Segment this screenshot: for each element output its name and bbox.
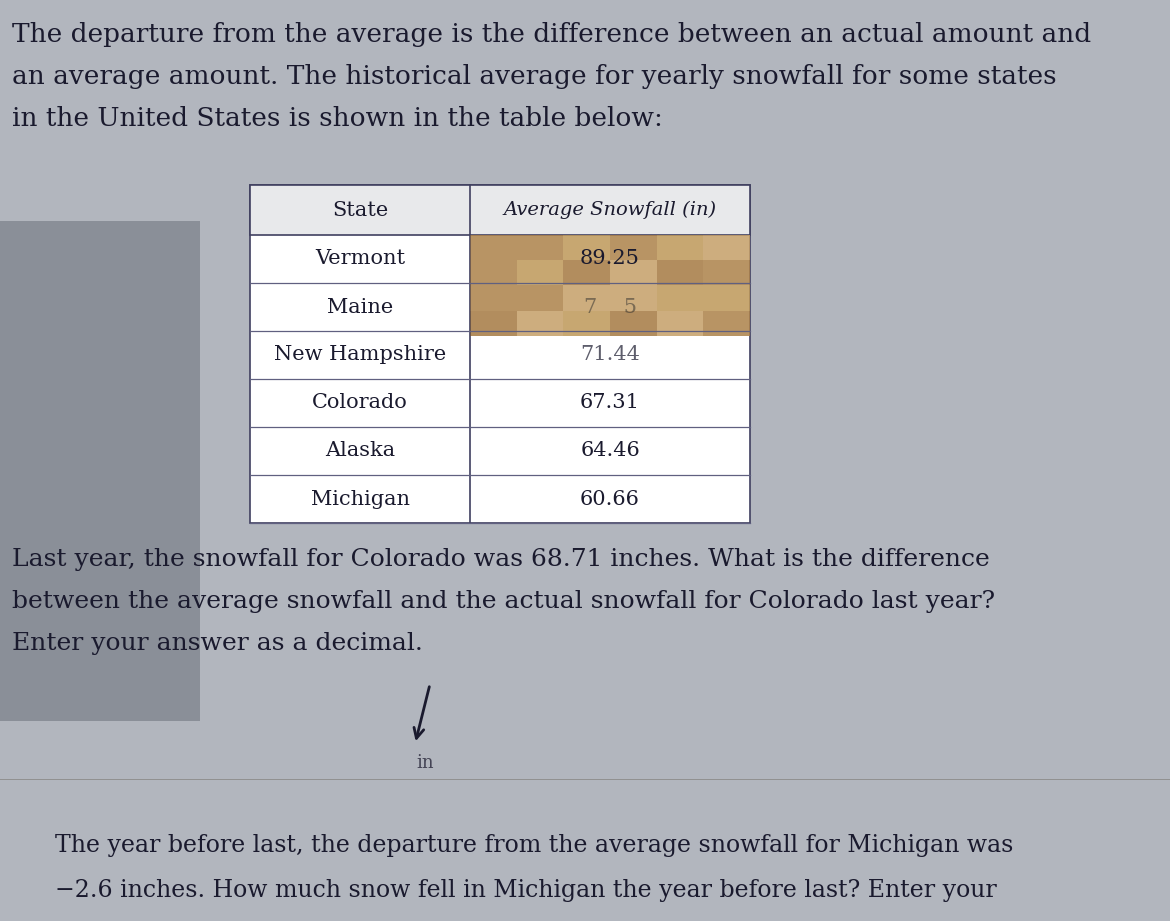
Bar: [703, 261, 750, 286]
Bar: [563, 235, 610, 261]
Text: Alaska: Alaska: [325, 441, 395, 460]
Bar: [656, 261, 703, 286]
Bar: [470, 310, 517, 336]
Text: 67.31: 67.31: [580, 393, 640, 413]
Text: Colorado: Colorado: [312, 393, 408, 413]
Text: Average Snowfall (in): Average Snowfall (in): [503, 201, 716, 219]
Bar: [470, 286, 517, 310]
Text: State: State: [332, 201, 388, 219]
Bar: [517, 310, 563, 336]
Text: −2.6 inches. How much snow fell in Michigan the year before last? Enter your: −2.6 inches. How much snow fell in Michi…: [55, 879, 997, 902]
Bar: [703, 286, 750, 310]
Bar: [517, 286, 563, 310]
Text: Maine: Maine: [326, 297, 393, 317]
Bar: [250, 185, 750, 235]
Bar: [517, 235, 563, 261]
Bar: [250, 185, 750, 523]
Text: Enter your answer as a decimal.: Enter your answer as a decimal.: [12, 632, 422, 655]
Bar: [470, 235, 517, 261]
Bar: [517, 261, 563, 286]
Text: The year before last, the departure from the average snowfall for Michigan was: The year before last, the departure from…: [55, 834, 1013, 857]
Text: an average amount. The historical average for yearly snowfall for some states: an average amount. The historical averag…: [12, 64, 1057, 89]
Text: in the United States is shown in the table below:: in the United States is shown in the tab…: [12, 106, 663, 131]
Text: 60.66: 60.66: [580, 489, 640, 508]
Bar: [563, 261, 610, 286]
Bar: [610, 286, 656, 310]
Bar: [656, 235, 703, 261]
Text: between the average snowfall and the actual snowfall for Colorado last year?: between the average snowfall and the act…: [12, 590, 996, 613]
Text: The departure from the average is the difference between an actual amount and: The departure from the average is the di…: [12, 22, 1092, 47]
Text: Last year, the snowfall for Colorado was 68.71 inches. What is the difference: Last year, the snowfall for Colorado was…: [12, 548, 990, 571]
Text: Michigan: Michigan: [310, 489, 410, 508]
Bar: [470, 235, 750, 336]
Text: 7    5: 7 5: [584, 297, 636, 317]
Bar: [656, 286, 703, 310]
Bar: [610, 235, 656, 261]
Bar: [563, 310, 610, 336]
Text: 89.25: 89.25: [580, 250, 640, 269]
Text: Vermont: Vermont: [315, 250, 405, 269]
Bar: [563, 286, 610, 310]
Text: 64.46: 64.46: [580, 441, 640, 460]
Bar: [470, 261, 517, 286]
Bar: [610, 261, 656, 286]
Bar: [610, 310, 656, 336]
Bar: [0, 221, 200, 721]
Bar: [703, 235, 750, 261]
Bar: [656, 310, 703, 336]
Text: New Hampshire: New Hampshire: [274, 345, 446, 365]
Text: 71.44: 71.44: [580, 345, 640, 365]
Text: in: in: [417, 754, 434, 772]
Bar: [703, 310, 750, 336]
